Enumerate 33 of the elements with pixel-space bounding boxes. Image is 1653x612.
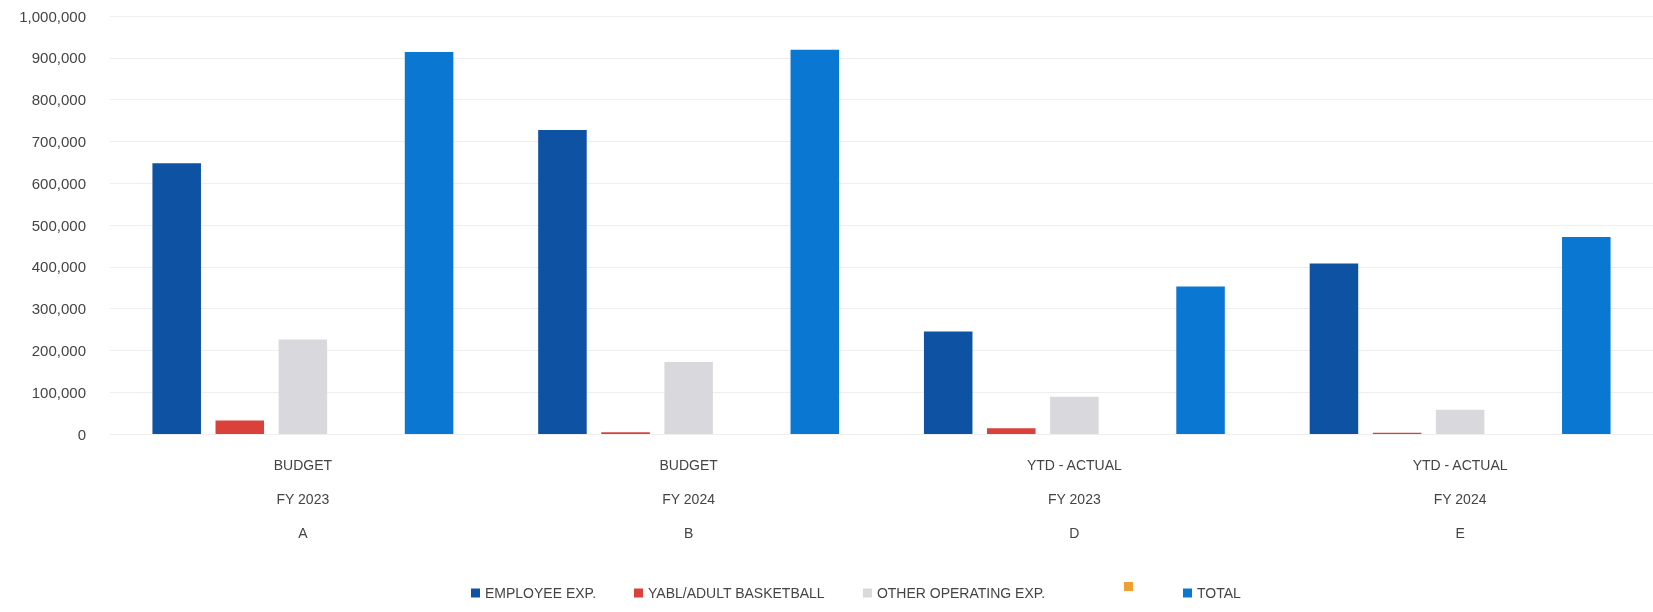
category-label: YTD - ACTUAL FY 2024 E (1412, 457, 1508, 541)
bar (404, 51, 454, 434)
category-label: YTD - ACTUAL FY 2023 D (1026, 457, 1122, 541)
bar (538, 130, 587, 434)
legend-label: YABL/ADULT BASKETBALL (648, 585, 825, 601)
bar (1562, 237, 1611, 434)
y-tick-label: 400,000 (31, 258, 86, 276)
bar (152, 163, 201, 434)
bar (987, 428, 1036, 434)
bar (664, 362, 713, 434)
bar (215, 420, 265, 434)
category-label: BUDGET FY 2024 B (659, 457, 718, 541)
y-tick-label: 0 (77, 425, 86, 443)
y-tick-label: 500,000 (31, 216, 86, 234)
bar (1309, 263, 1359, 434)
bar (1176, 286, 1225, 434)
legend-label: TOTAL (1197, 585, 1242, 601)
y-tick-label: 900,000 (31, 49, 86, 67)
y-tick-label: 200,000 (31, 341, 86, 359)
bar (278, 339, 328, 434)
bar (923, 331, 973, 434)
y-tick-label: 1,000,000 (19, 7, 86, 25)
y-tick-label: 600,000 (31, 174, 86, 192)
y-tick-label: 800,000 (31, 91, 86, 109)
legend-label: OTHER OPERATING EXP. (876, 585, 1046, 601)
category-label: BUDGET FY 2023 A (273, 457, 333, 541)
bar (790, 49, 840, 434)
bar (1435, 409, 1485, 434)
y-tick-label: 100,000 (31, 383, 86, 401)
legend-label: EMPLOYEE EXP. (485, 585, 597, 601)
y-tick-label: 700,000 (31, 132, 86, 150)
y-tick-label: 300,000 (31, 300, 86, 318)
bar (1050, 396, 1099, 434)
